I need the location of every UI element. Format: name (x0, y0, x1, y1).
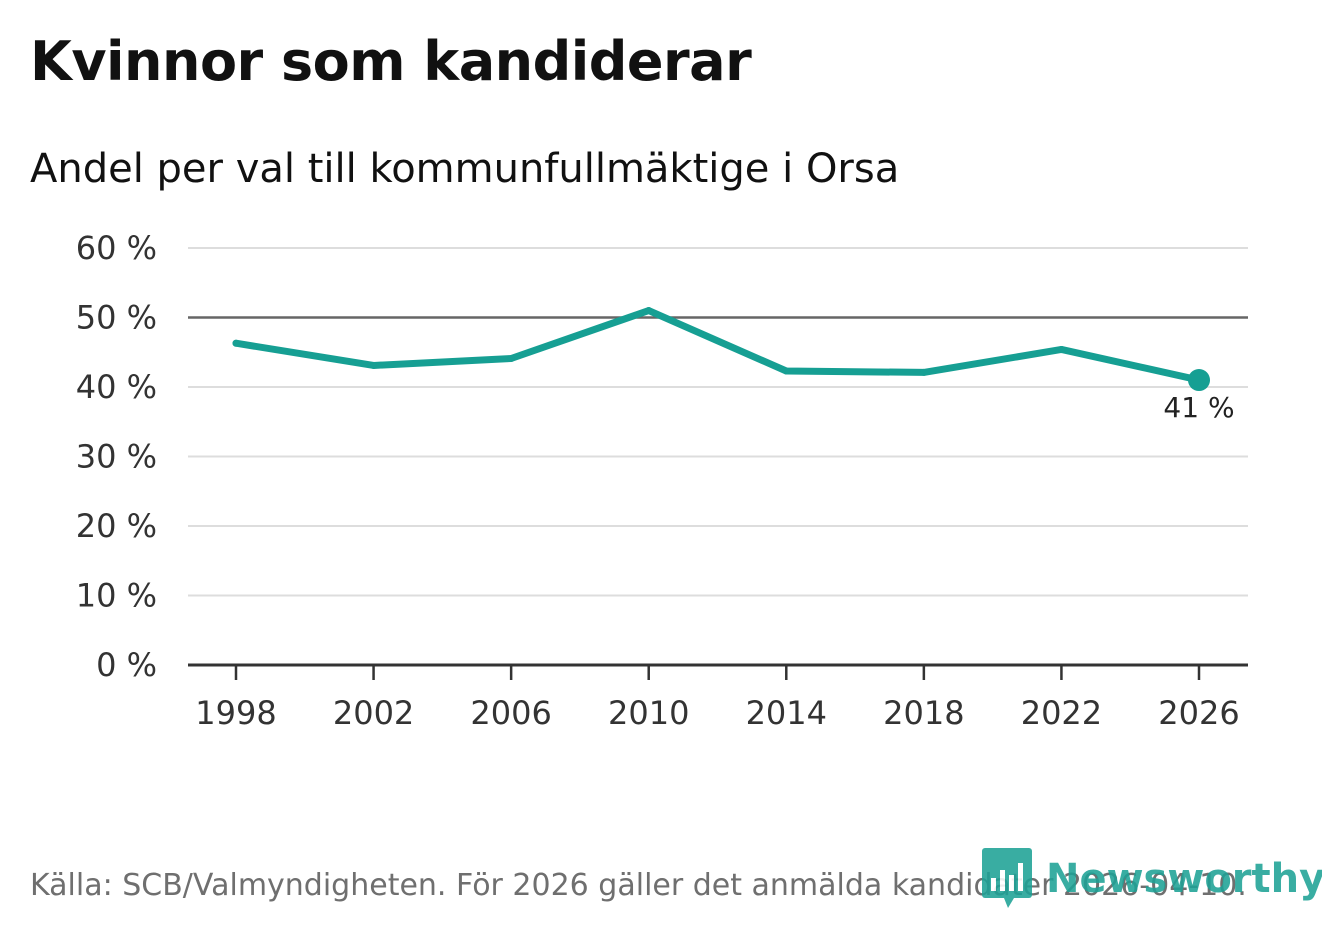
data-point (370, 361, 378, 369)
chart-title: Kvinnor som kandiderar (30, 30, 752, 93)
x-tick-label: 2022 (1021, 694, 1102, 732)
data-point (232, 339, 240, 347)
data-point (1057, 345, 1065, 353)
x-tick-label: 2006 (470, 694, 551, 732)
x-tick-label: 2018 (883, 694, 964, 732)
source-note: Källa: SCB/Valmyndigheten. För 2026 gäll… (30, 868, 1247, 903)
data-point (920, 368, 928, 376)
newsworthy-brand: Newsworthy (982, 848, 1322, 910)
y-tick-label: 30 % (76, 438, 157, 476)
brand-name: Newsworthy (1046, 856, 1322, 902)
x-tick-label: 2002 (333, 694, 414, 732)
series-layer: 41 % (232, 307, 1235, 424)
y-tick-label: 0 % (96, 646, 157, 684)
y-tick-label: 20 % (76, 507, 157, 545)
gridlines (188, 247, 1248, 597)
x-tick-label: 2010 (608, 694, 689, 732)
series-line (232, 307, 1203, 384)
y-tick-label: 10 % (76, 577, 157, 615)
newsworthy-logo-icon (982, 848, 1032, 908)
data-point (507, 355, 515, 363)
y-tick-label: 60 % (76, 229, 157, 267)
y-tick-label: 40 % (76, 368, 157, 406)
x-tick-label: 2014 (746, 694, 827, 732)
data-point (645, 307, 653, 315)
x-axis (188, 663, 1248, 680)
last-point-marker (1188, 369, 1210, 392)
y-axis-tick-labels: 0 % 10 % 20 % 30 % 40 % 50 % 60 % (76, 229, 157, 684)
x-axis-tick-labels: 1998 2002 2006 2010 2014 2018 2022 2026 (195, 694, 1239, 732)
x-tick-label: 1998 (195, 694, 276, 732)
y-tick-label: 50 % (76, 299, 157, 337)
chart-subtitle: Andel per val till kommunfullmäktige i O… (30, 146, 900, 192)
data-point (782, 367, 790, 375)
last-point-label: 41 % (1163, 391, 1234, 424)
x-tick-label: 2026 (1158, 694, 1239, 732)
